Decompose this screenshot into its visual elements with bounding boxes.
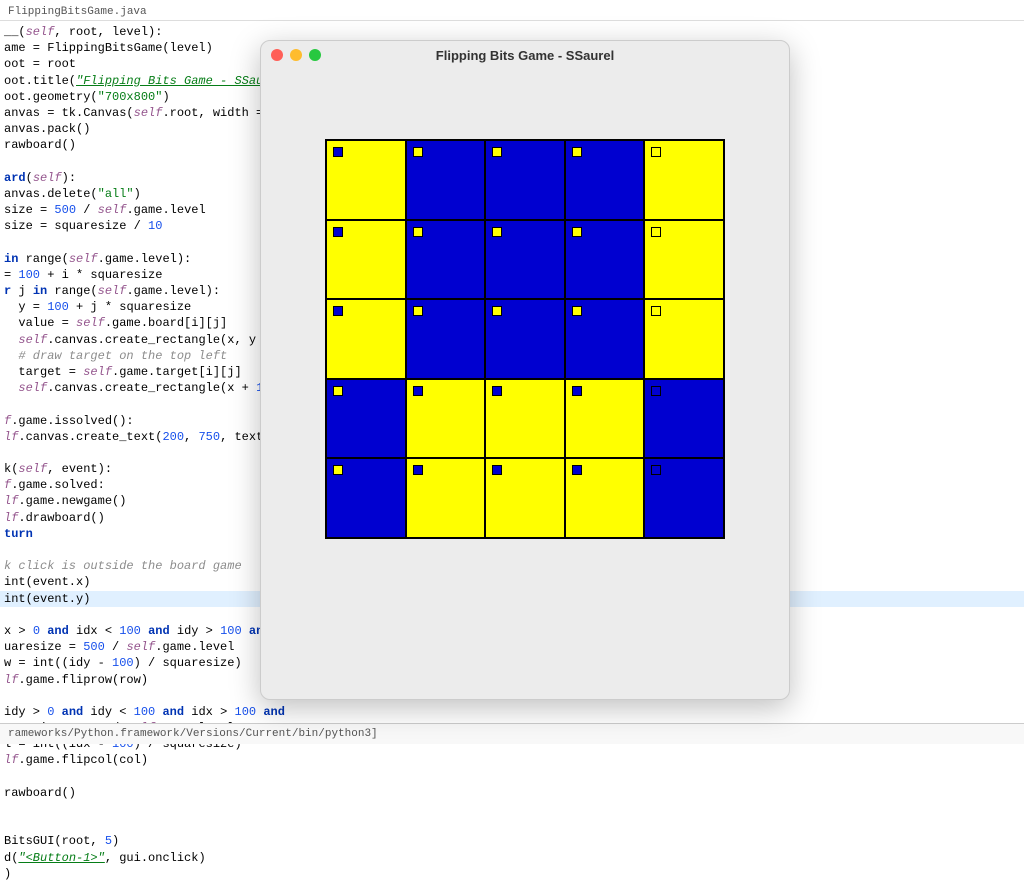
target-marker	[413, 147, 423, 157]
code-line[interactable]: )	[0, 866, 1024, 882]
board-cell[interactable]	[565, 458, 645, 538]
code-line[interactable]	[0, 801, 1024, 817]
board-cell[interactable]	[326, 379, 406, 459]
target-marker	[413, 465, 423, 475]
code-line[interactable]: lf.game.flipcol(col)	[0, 752, 1024, 768]
target-marker	[651, 147, 661, 157]
target-marker	[492, 306, 502, 316]
code-line[interactable]: __(self, root, level):	[0, 24, 1024, 40]
board-cell[interactable]	[565, 140, 645, 220]
traffic-lights	[271, 49, 321, 61]
target-marker	[572, 386, 582, 396]
board-cell[interactable]	[485, 379, 565, 459]
target-marker	[492, 147, 502, 157]
target-marker	[492, 227, 502, 237]
target-marker	[572, 147, 582, 157]
board-cell[interactable]	[644, 379, 724, 459]
board-cell[interactable]	[644, 458, 724, 538]
window-titlebar[interactable]: Flipping Bits Game - SSaurel	[261, 41, 789, 69]
target-marker	[651, 386, 661, 396]
window-title: Flipping Bits Game - SSaurel	[271, 48, 779, 63]
code-line[interactable]: BitsGUI(root, 5)	[0, 833, 1024, 849]
target-marker	[333, 306, 343, 316]
game-canvas[interactable]	[261, 69, 789, 559]
target-marker	[651, 227, 661, 237]
file-tab[interactable]: FlippingBitsGame.java	[0, 4, 1024, 21]
target-marker	[333, 227, 343, 237]
board-cell[interactable]	[326, 220, 406, 300]
target-marker	[572, 306, 582, 316]
maximize-icon[interactable]	[309, 49, 321, 61]
board-cell[interactable]	[485, 299, 565, 379]
board-cell[interactable]	[565, 299, 645, 379]
board-cell[interactable]	[644, 299, 724, 379]
game-board[interactable]	[325, 139, 725, 539]
board-cell[interactable]	[406, 379, 486, 459]
target-marker	[651, 465, 661, 475]
board-cell[interactable]	[644, 220, 724, 300]
board-cell[interactable]	[644, 140, 724, 220]
minimize-icon[interactable]	[290, 49, 302, 61]
target-marker	[572, 227, 582, 237]
code-line[interactable]	[0, 817, 1024, 833]
board-cell[interactable]	[565, 220, 645, 300]
board-cell[interactable]	[485, 220, 565, 300]
game-window: Flipping Bits Game - SSaurel	[260, 40, 790, 700]
code-line[interactable]: d("<Button-1>", gui.onclick)	[0, 850, 1024, 866]
board-cell[interactable]	[326, 140, 406, 220]
status-bar: rameworks/Python.framework/Versions/Curr…	[0, 723, 1024, 744]
target-marker	[413, 306, 423, 316]
board-cell[interactable]	[406, 458, 486, 538]
target-marker	[492, 465, 502, 475]
target-marker	[572, 465, 582, 475]
board-cell[interactable]	[406, 140, 486, 220]
board-cell[interactable]	[406, 220, 486, 300]
board-cell[interactable]	[406, 299, 486, 379]
board-cell[interactable]	[326, 299, 406, 379]
board-cell[interactable]	[485, 458, 565, 538]
code-line[interactable]: rawboard()	[0, 785, 1024, 801]
target-marker	[413, 227, 423, 237]
target-marker	[333, 386, 343, 396]
code-line[interactable]: idy > 0 and idy < 100 and idx > 100 and	[0, 704, 1024, 720]
close-icon[interactable]	[271, 49, 283, 61]
board-cell[interactable]	[485, 140, 565, 220]
board-cell[interactable]	[326, 458, 406, 538]
code-line[interactable]	[0, 769, 1024, 785]
target-marker	[333, 147, 343, 157]
target-marker	[492, 386, 502, 396]
target-marker	[413, 386, 423, 396]
target-marker	[333, 465, 343, 475]
target-marker	[651, 306, 661, 316]
board-cell[interactable]	[565, 379, 645, 459]
